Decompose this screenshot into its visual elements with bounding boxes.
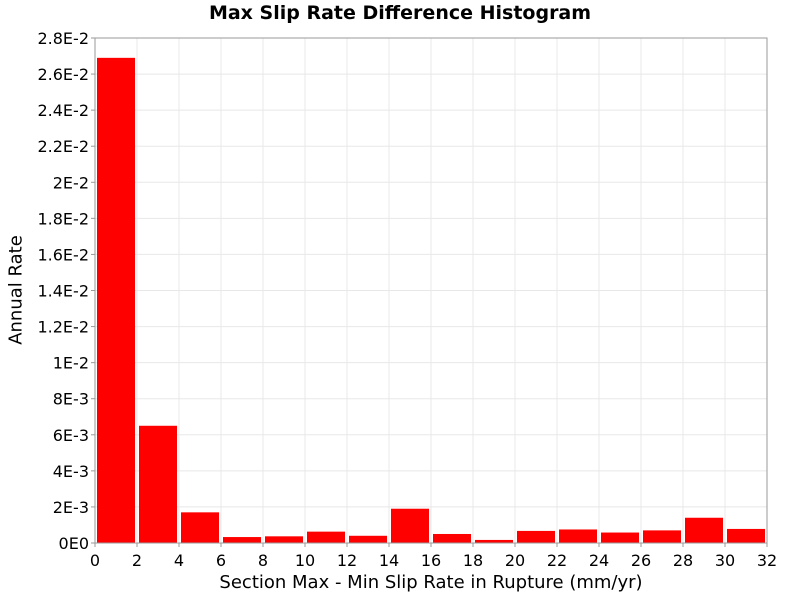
histogram-bar <box>307 531 345 543</box>
x-tick-label: 16 <box>421 551 441 570</box>
y-tick-label: 1E-2 <box>53 354 89 373</box>
histogram-bar <box>559 529 597 543</box>
histogram-bar <box>391 508 429 543</box>
x-tick-label: 20 <box>505 551 525 570</box>
x-axis-label: Section Max - Min Slip Rate in Rupture (… <box>219 572 643 593</box>
x-tick-label: 32 <box>757 551 777 570</box>
y-tick-label: 2E-3 <box>53 498 89 517</box>
histogram-bar <box>727 528 765 543</box>
y-tick-label: 4E-3 <box>53 462 89 481</box>
y-tick-label: 1.6E-2 <box>37 245 89 264</box>
x-tick-label: 26 <box>631 551 651 570</box>
x-tick-label: 24 <box>589 551 609 570</box>
histogram-bar <box>475 539 513 543</box>
x-tick-label: 22 <box>547 551 567 570</box>
y-tick-label: 0E0 <box>59 534 89 553</box>
histogram-bar <box>97 57 135 543</box>
x-tick-label: 2 <box>132 551 142 570</box>
y-tick-label: 2.2E-2 <box>37 137 89 156</box>
x-tick-label: 18 <box>463 551 483 570</box>
histogram-bar <box>349 535 387 543</box>
histogram-bar <box>433 533 471 543</box>
grid-layer <box>94 37 768 544</box>
histogram-bar <box>517 530 555 543</box>
chart-title: Max Slip Rate Difference Histogram <box>208 2 592 24</box>
x-tick-label: 28 <box>673 551 693 570</box>
x-tick-label: 30 <box>715 551 735 570</box>
y-tick-label: 1.2E-2 <box>37 318 89 337</box>
bar-layer <box>97 57 765 543</box>
y-tick-label: 2.6E-2 <box>37 65 89 84</box>
histogram-bar <box>181 512 219 543</box>
histogram-bar <box>643 530 681 543</box>
y-tick-label: 6E-3 <box>53 426 89 445</box>
x-tick-label: 12 <box>337 551 357 570</box>
x-tick-label: 8 <box>258 551 268 570</box>
y-tick-label: 2E-2 <box>53 173 89 192</box>
x-tick-label: 6 <box>216 551 226 570</box>
x-tick-label: 0 <box>90 551 100 570</box>
histogram-bar <box>601 532 639 543</box>
y-tick-label: 2.4E-2 <box>37 101 89 120</box>
x-tick-label: 10 <box>295 551 315 570</box>
y-tick-label: 8E-3 <box>53 390 89 409</box>
histogram-bar <box>265 536 303 543</box>
x-tick-label: 4 <box>174 551 184 570</box>
x-tick-label: 14 <box>379 551 399 570</box>
histogram-bar <box>685 517 723 543</box>
histogram-bar <box>139 425 177 543</box>
y-tick-label: 1.4E-2 <box>37 282 89 301</box>
histogram-bar <box>223 537 261 543</box>
y-tick-label: 1.8E-2 <box>37 209 89 228</box>
y-tick-label: 2.8E-2 <box>37 29 89 48</box>
axis-layer: 0 2 4 6 8 10 12 14 16 18 20 22 24 26 28 30 320E02E-34E-3… <box>37 29 777 570</box>
